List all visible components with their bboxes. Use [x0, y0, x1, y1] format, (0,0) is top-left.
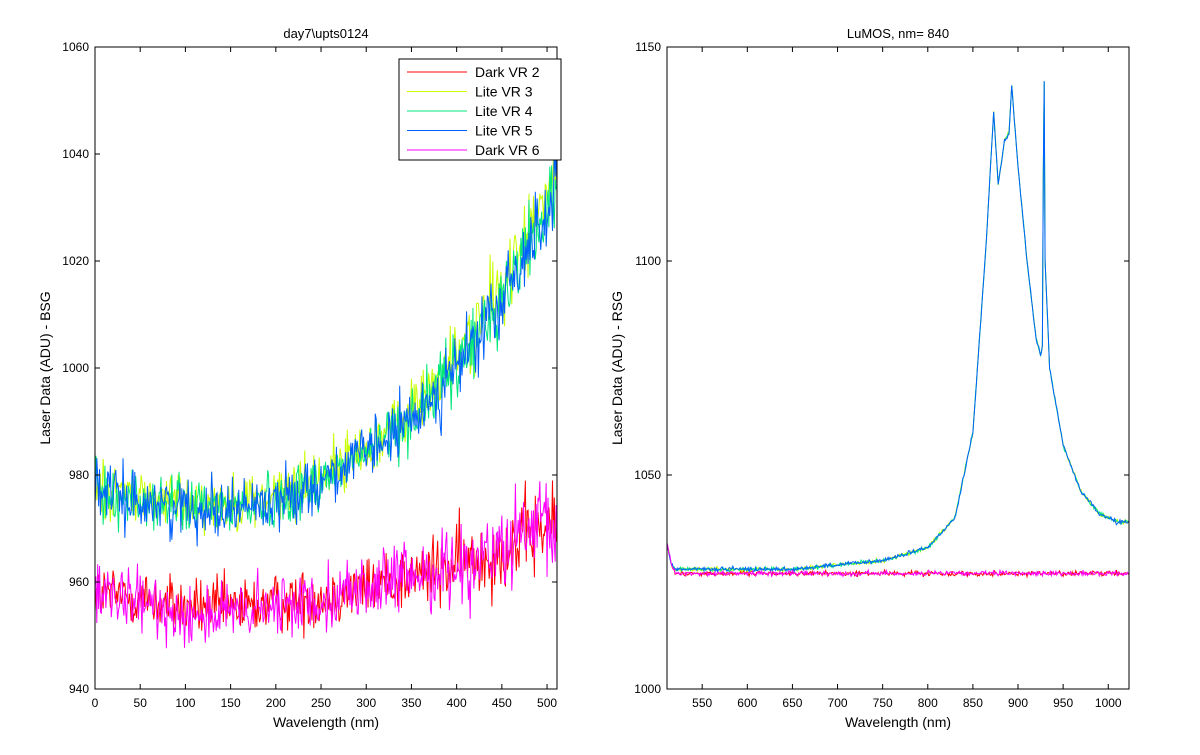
x-tick-label: 500	[537, 696, 557, 710]
y-tick-label: 1150	[635, 40, 661, 54]
y-tick-label: 1000	[62, 361, 89, 375]
axes-box	[666, 46, 1130, 690]
series-group	[95, 143, 557, 649]
y-tick-label: 1050	[634, 468, 661, 482]
x-tick-label: 900	[1008, 696, 1028, 710]
legend: Dark VR 2 Lite VR 3 Lite VR 4 Lite VR 5 Dark…	[398, 58, 562, 161]
series-line-lite-vr-5	[95, 143, 557, 547]
x-tick-label: 250	[311, 696, 331, 710]
legend-entry-label: Lite VR 4	[475, 103, 533, 119]
x-tick-label: 50	[134, 696, 148, 710]
y-axis-label: Laser Data (ADU) - BSG	[37, 291, 53, 444]
x-tick-label: 400	[447, 696, 467, 710]
x-axis-label: Wavelength (nm)	[273, 714, 379, 730]
y-tick-label: 1100	[635, 254, 661, 268]
x-tick-label: 850	[963, 696, 983, 710]
x-tick-label: 700	[828, 696, 848, 710]
chart-title: day7\upts0124	[283, 26, 368, 41]
x-tick-label: 350	[401, 696, 421, 710]
x-tick-label: 650	[782, 696, 802, 710]
plot-area	[667, 47, 1129, 689]
x-tick-label: 800	[918, 696, 938, 710]
x-tick-label: 1000	[1095, 696, 1122, 710]
series-line-dark-vr-6	[95, 481, 557, 649]
y-tick-label: 940	[69, 682, 89, 696]
legend-entry-label: Dark VR 6	[475, 142, 540, 158]
x-tick-label: 150	[221, 696, 241, 710]
x-tick-label: 550	[692, 696, 712, 710]
y-tick-label: 960	[69, 575, 89, 589]
x-tick-label: 450	[492, 696, 512, 710]
legend-box	[398, 58, 562, 161]
y-tick-label: 1060	[62, 40, 89, 54]
x-tick-label: 750	[873, 696, 893, 710]
right-chart: 550 600 650 700 750 800 850 900 950 1000 1000 1050 1…	[609, 26, 1130, 730]
x-tick-label: 300	[356, 696, 376, 710]
series-line-dark-vr-2	[95, 480, 557, 639]
y-axis-label: Laser Data (ADU) - RSG	[609, 291, 625, 445]
x-tick-label: 100	[175, 696, 195, 710]
left-chart: 0 50 100 150 200 250 300 350 400 450 500 940 960 980 1…	[37, 26, 562, 730]
legend-entry-label: Dark VR 2	[475, 64, 540, 80]
y-tick-label: 980	[69, 468, 89, 482]
legend-entry-label: Lite VR 3	[475, 84, 533, 100]
series-line-dark-vr-6	[667, 542, 1129, 578]
x-tick-label: 200	[266, 696, 286, 710]
y-tick-label: 1020	[62, 254, 89, 268]
series-group	[667, 81, 1129, 579]
legend-entry-label: Lite VR 5	[475, 123, 533, 139]
x-tick-label: 950	[1053, 696, 1073, 710]
x-tick-label: 0	[92, 696, 99, 710]
chart-title: LuMOS, nm= 840	[847, 26, 949, 41]
y-tick-label: 1000	[634, 682, 661, 696]
series-line-lite-vr-5	[667, 81, 1129, 574]
y-tick-label: 1040	[62, 147, 89, 161]
x-tick-label: 600	[737, 696, 757, 710]
x-axis-label: Wavelength (nm)	[845, 714, 951, 730]
